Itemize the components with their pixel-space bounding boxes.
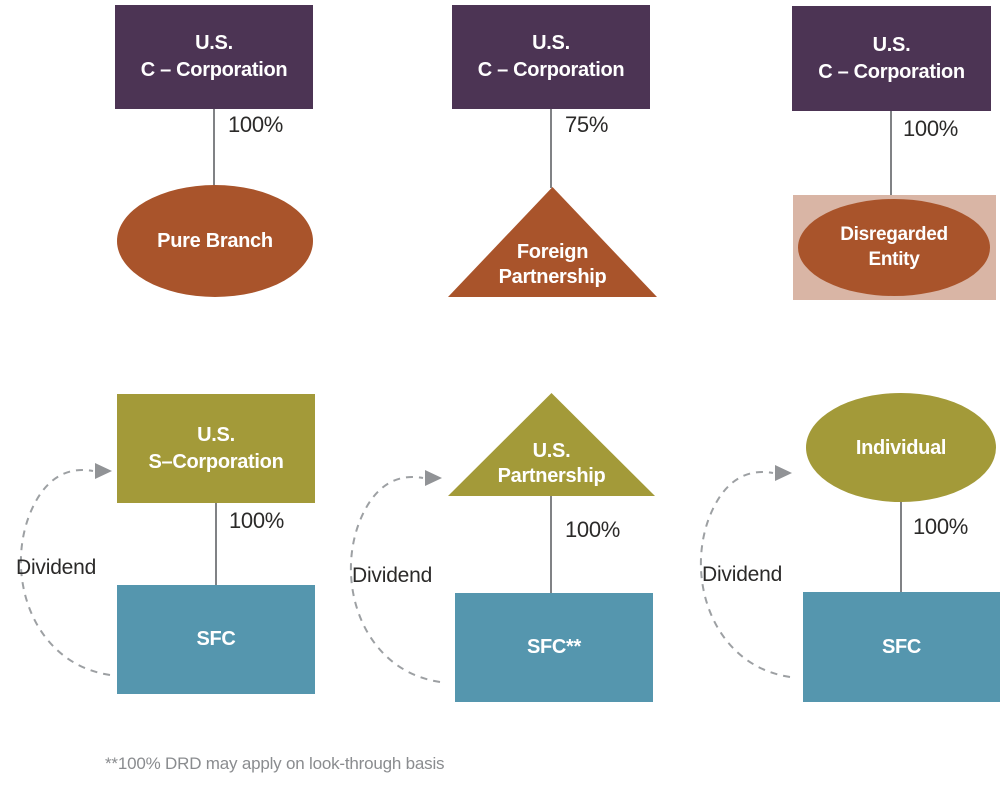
us-c-corporation-box-1: U.S. C – Corporation: [115, 5, 313, 109]
sfc-label-1: SFC: [196, 628, 236, 650]
us-s-corporation-label-line2: S–Corporation: [148, 450, 284, 473]
us-c-corporation-label-line2: C – Corporation: [140, 59, 288, 81]
foreign-partnership-triangle: Foreign Partnership: [448, 187, 657, 297]
dividend-label-2: Dividend: [352, 564, 433, 587]
ownership-percent-3: 100%: [903, 116, 959, 141]
ownership-percent-1: 100%: [228, 112, 284, 137]
ownership-connector-5: [550, 496, 552, 593]
footnote: **100% DRD may apply on look-through bas…: [105, 754, 445, 773]
us-c-corporation-box-2: U.S. C – Corporation: [452, 5, 650, 109]
ownership-connector-1: [213, 109, 215, 186]
sfc-label-3: SFC: [881, 635, 922, 658]
triangle-shape: [448, 187, 657, 297]
ownership-connector-6: [900, 502, 902, 592]
ownership-percent-6: 100%: [913, 514, 969, 539]
dividend-arrow-3: [699, 465, 792, 678]
ownership-connector-3: [890, 111, 892, 195]
us-c-corporation-label-line1: U.S.: [532, 32, 570, 54]
disregarded-entity-ellipse: Disregarded Entity: [798, 199, 990, 296]
foreign-partnership-label-line2: Partnership: [498, 266, 607, 288]
foreign-partnership-label-line1: Foreign: [516, 241, 589, 263]
disregarded-entity-label-line2: Entity: [868, 248, 920, 270]
us-c-corporation-label-line2: C – Corporation: [818, 60, 965, 83]
individual-ellipse: Individual: [806, 393, 996, 502]
disregarded-entity-label-line1: Disregarded: [840, 223, 948, 245]
sfc-box-3: SFC: [803, 592, 1000, 702]
us-partnership-label-line1: U.S.: [532, 440, 571, 462]
dividend-arrow-2: [349, 470, 442, 683]
us-c-corporation-label-line2: C – Corporation: [477, 59, 625, 81]
sfc-label-2: SFC**: [526, 636, 582, 658]
us-partnership-triangle: U.S. Partnership: [448, 393, 655, 496]
us-s-corporation-label-line1: U.S.: [197, 423, 235, 446]
arrowhead-icon: [775, 465, 792, 481]
us-c-corporation-label-line1: U.S.: [872, 33, 911, 56]
ownership-percent-4: 100%: [229, 508, 285, 533]
pure-branch-label: Pure Branch: [157, 230, 273, 252]
individual-label: Individual: [855, 436, 947, 459]
sfc-box-2: SFC**: [455, 593, 653, 702]
ownership-percent-5: 100%: [565, 517, 621, 542]
us-c-corporation-box-3: U.S. C – Corporation: [792, 6, 991, 111]
arrowhead-icon: [95, 463, 112, 479]
ownership-connector-4: [215, 503, 217, 585]
triangle-shape: [448, 393, 655, 496]
sfc-box-1: SFC: [117, 585, 315, 694]
arrowhead-icon: [425, 470, 442, 486]
dividend-label-1: Dividend: [16, 556, 97, 579]
us-c-corporation-label-line1: U.S.: [195, 32, 233, 54]
us-partnership-label-line2: Partnership: [497, 465, 606, 487]
us-s-corporation-box: U.S. S–Corporation: [117, 394, 315, 503]
dividend-arrow-1: [19, 463, 112, 676]
dividend-label-3: Dividend: [702, 563, 783, 586]
pure-branch-ellipse: Pure Branch: [117, 185, 313, 297]
ownership-connector-2: [550, 109, 552, 188]
ownership-percent-2: 75%: [565, 112, 609, 137]
